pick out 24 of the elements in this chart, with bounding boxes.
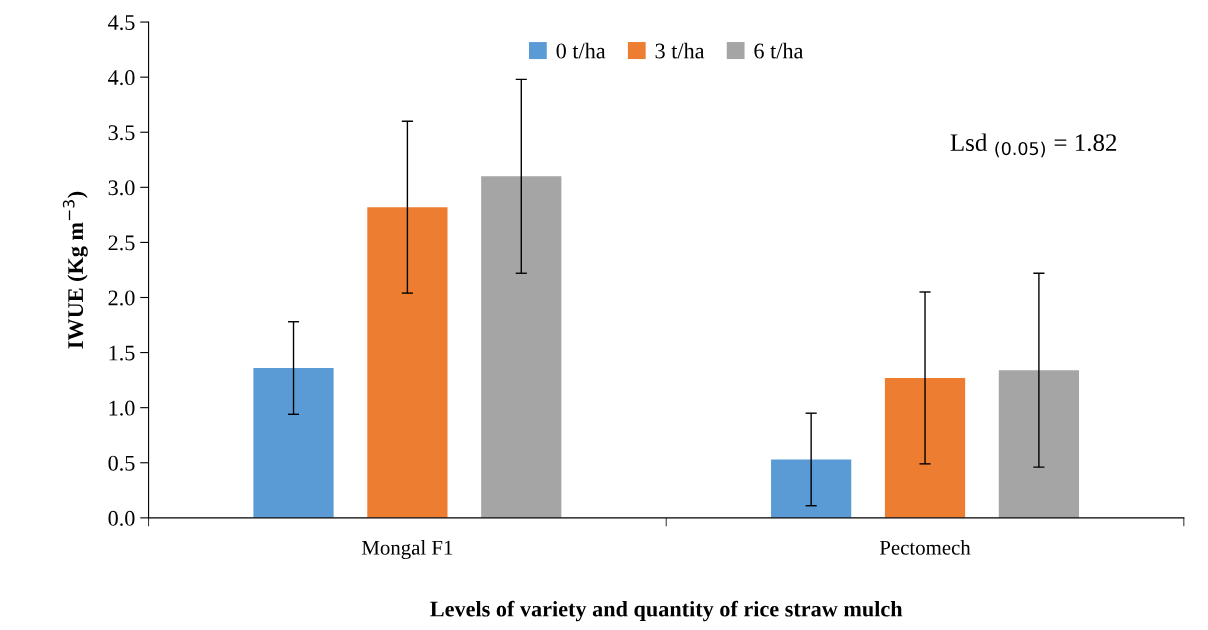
y-tick-label: 4.0: [108, 70, 135, 86]
y-tick-label: 1.5: [109, 345, 135, 361]
legend-label: 3 t/ha: [655, 42, 705, 59]
x-axis-title: Levels of variety and quantity of rice straw mulch: [430, 600, 903, 622]
y-tick-label: 2.5: [108, 235, 135, 251]
x-tick-label: Mongal F1: [361, 540, 453, 560]
legend-label: 6 t/ha: [754, 42, 804, 59]
y-tick-label: 4.5: [108, 15, 135, 31]
bar: [771, 459, 852, 518]
y-axis-title: IWUE (Kg m$^{−3}$): [62, 191, 88, 349]
y-tick-label: 1.0: [109, 400, 135, 416]
legend-label: 0 t/ha: [556, 42, 606, 59]
annotation: Lsd $_{(0.05)}$ = 1.82: [950, 133, 1117, 158]
bar: [884, 377, 966, 518]
bar: [998, 370, 1080, 518]
x-tick-label: Pectomech: [879, 540, 971, 555]
bar: [481, 176, 562, 518]
y-tick-label: 0.0: [108, 510, 135, 526]
y-tick-label: 3.5: [108, 125, 135, 141]
y-tick-label: 0.5: [108, 455, 135, 471]
bar: [367, 207, 448, 518]
bar: [253, 368, 334, 518]
y-tick-label: 3.0: [108, 180, 135, 196]
y-tick-label: 2.0: [108, 290, 135, 306]
